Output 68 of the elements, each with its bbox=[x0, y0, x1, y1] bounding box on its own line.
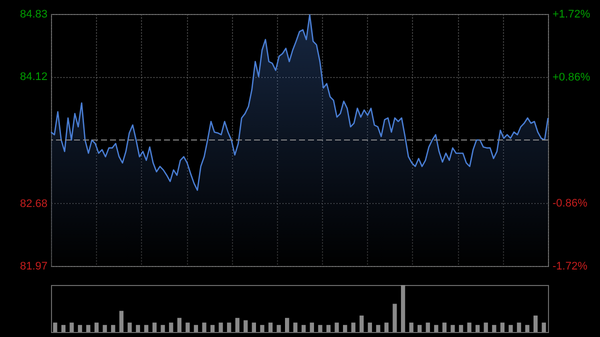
bar bbox=[434, 324, 438, 332]
bar bbox=[334, 322, 339, 332]
bar bbox=[53, 322, 58, 332]
bar bbox=[409, 322, 414, 332]
bar bbox=[194, 324, 198, 332]
bar bbox=[525, 324, 530, 332]
bar bbox=[310, 322, 314, 332]
y2-tick-label: -0.86% bbox=[552, 198, 588, 210]
y-tick-label: 84.83 bbox=[20, 8, 48, 20]
bar bbox=[418, 324, 422, 332]
bar bbox=[152, 322, 157, 332]
bar bbox=[458, 324, 464, 332]
bar bbox=[302, 324, 306, 332]
bar bbox=[169, 322, 174, 332]
bar bbox=[285, 318, 290, 332]
bar bbox=[252, 322, 256, 332]
y2-tick-label: -1.72% bbox=[552, 260, 588, 272]
bar bbox=[136, 324, 140, 332]
bar bbox=[202, 322, 206, 332]
bar bbox=[368, 322, 372, 332]
bar bbox=[351, 322, 356, 332]
bar bbox=[376, 324, 380, 332]
bar bbox=[326, 324, 331, 332]
bar bbox=[492, 324, 496, 332]
bar bbox=[260, 324, 264, 332]
bar bbox=[318, 324, 322, 332]
bar bbox=[218, 322, 223, 332]
bar bbox=[210, 324, 215, 332]
bar bbox=[177, 318, 182, 332]
bar bbox=[70, 322, 74, 332]
bar bbox=[86, 324, 90, 332]
bar bbox=[342, 324, 348, 332]
bar bbox=[276, 324, 281, 332]
bar bbox=[384, 322, 389, 332]
bar bbox=[500, 322, 505, 332]
bar bbox=[508, 324, 513, 332]
bar bbox=[119, 310, 124, 332]
bar bbox=[542, 322, 546, 332]
bar bbox=[160, 324, 165, 332]
y2-tick-label: +1.72% bbox=[552, 8, 590, 20]
bar bbox=[534, 316, 538, 332]
bar bbox=[400, 285, 406, 332]
bar bbox=[244, 320, 248, 332]
bar bbox=[94, 322, 99, 332]
bar bbox=[227, 322, 232, 332]
bar bbox=[102, 324, 107, 332]
bar bbox=[268, 322, 273, 332]
bar bbox=[476, 324, 480, 332]
bar bbox=[61, 324, 66, 332]
y-tick-label: 82.68 bbox=[20, 198, 48, 210]
bar bbox=[186, 322, 190, 332]
bar bbox=[128, 322, 132, 332]
bar bbox=[484, 322, 488, 332]
bar bbox=[426, 322, 430, 332]
bar bbox=[293, 322, 298, 332]
y-tick-label: 81.97 bbox=[20, 260, 48, 272]
bar bbox=[78, 324, 82, 332]
y-tick-label: 84.12 bbox=[20, 71, 48, 84]
bar bbox=[392, 304, 397, 332]
y2-tick-label: +0.86% bbox=[552, 72, 590, 84]
bar bbox=[360, 316, 364, 332]
bar bbox=[450, 324, 455, 332]
bar bbox=[442, 322, 447, 332]
bar bbox=[235, 318, 240, 332]
bar bbox=[467, 322, 472, 332]
bar bbox=[516, 322, 522, 332]
bar bbox=[111, 324, 116, 332]
bar bbox=[144, 324, 148, 332]
